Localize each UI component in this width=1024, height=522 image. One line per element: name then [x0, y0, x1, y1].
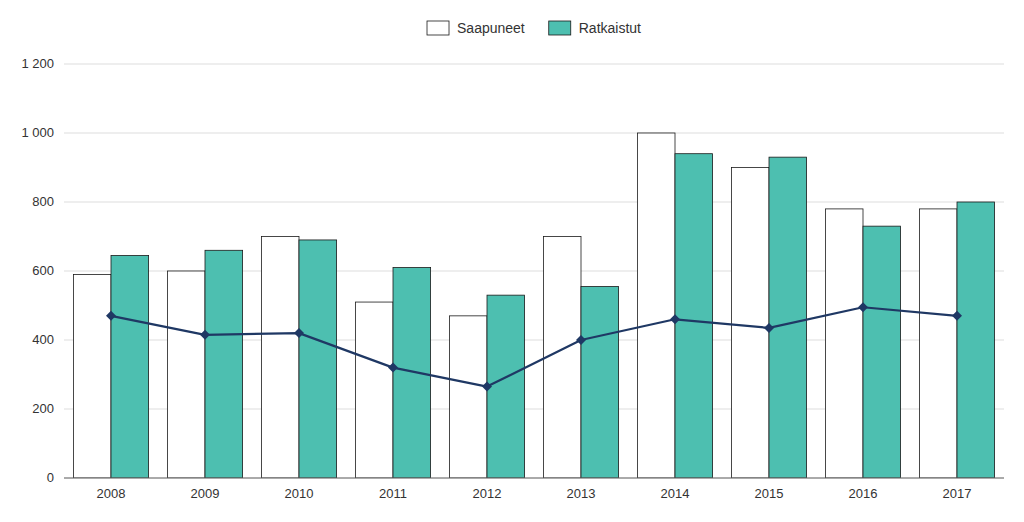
plot-area: [73, 133, 994, 478]
marker: [576, 335, 586, 345]
bar: [205, 250, 243, 478]
x-tick-label: 2010: [285, 486, 314, 501]
line-series: [106, 302, 962, 391]
bar: [393, 268, 431, 478]
x-tick-label: 2013: [567, 486, 596, 501]
x-tick-label: 2009: [191, 486, 220, 501]
legend-swatch: [427, 21, 449, 35]
marker: [200, 330, 210, 340]
marker: [388, 363, 398, 373]
bar: [769, 157, 807, 478]
bar: [73, 274, 111, 478]
bar: [111, 255, 149, 478]
y-tick-label: 1 200: [21, 56, 54, 71]
legend-swatch: [549, 21, 571, 35]
marker: [106, 311, 116, 321]
legend: Saapuneet Ratkaistut: [427, 20, 641, 36]
bar: [637, 133, 675, 478]
bar: [261, 237, 299, 479]
bar-series: [111, 154, 995, 478]
x-axis: 2008 2009 2010 2011 2012 2013 2014 2015 2016 2017: [64, 478, 1004, 501]
grid-line: [64, 478, 1004, 479]
x-tick-label: 2017: [943, 486, 972, 501]
marker: [294, 328, 304, 338]
bar: [355, 302, 393, 478]
chart: 02004006008001 0001 20020082009201020112…: [0, 0, 1024, 522]
x-tick-label: 2014: [661, 486, 690, 501]
bar: [675, 154, 713, 478]
marker: [858, 302, 868, 312]
grid-line: [64, 133, 1004, 134]
bar: [543, 237, 581, 479]
x-tick-label: 2012: [473, 486, 502, 501]
bar: [581, 287, 619, 478]
bar: [487, 295, 525, 478]
legend-label: Ratkaistut: [579, 20, 641, 36]
grid: [64, 64, 1004, 478]
marker: [764, 323, 774, 333]
legend-label: Saapuneet: [457, 20, 525, 36]
marker: [670, 314, 680, 324]
y-tick-label: 1 000: [21, 125, 54, 140]
x-tick-label: 2016: [849, 486, 878, 501]
bar: [167, 271, 205, 478]
x-tick-label: 2015: [755, 486, 784, 501]
bar: [863, 226, 901, 478]
bar: [919, 209, 957, 478]
y-tick-label: 800: [32, 194, 54, 209]
y-tick-label: 400: [32, 332, 54, 347]
y-tick-label: 200: [32, 401, 54, 416]
bar: [957, 202, 995, 478]
marker: [482, 382, 492, 392]
y-axis: 0 200 400 600 800 1 000 1 200: [21, 56, 54, 485]
bar: [731, 168, 769, 479]
bar: [825, 209, 863, 478]
x-axis-line: [64, 478, 1004, 479]
grid-line: [64, 64, 1004, 65]
bar: [299, 240, 337, 478]
grid-line: [64, 202, 1004, 203]
x-tick-label: 2008: [97, 486, 126, 501]
bar-series: [73, 133, 957, 478]
y-tick-label: 0: [47, 470, 54, 485]
marker: [952, 311, 962, 321]
x-tick-label: 2011: [379, 486, 407, 501]
chart-container: 02004006008001 0001 20020082009201020112…: [0, 0, 1024, 522]
bar: [449, 316, 487, 478]
line: [111, 307, 957, 386]
y-tick-label: 600: [32, 263, 54, 278]
